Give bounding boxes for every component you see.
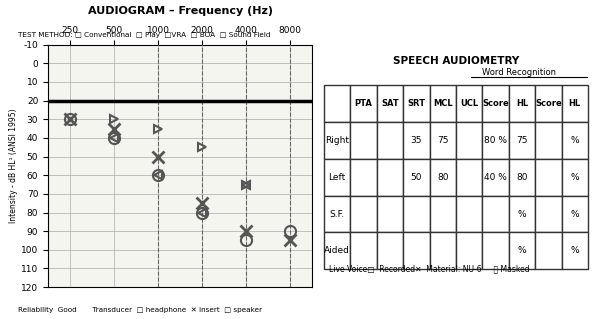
Text: Live Voice□  Recorded✕  Material: NU-6     Ⓢ Masked: Live Voice□ Recorded✕ Material: NU-6 Ⓢ M… <box>329 265 530 274</box>
Text: Word Recognition: Word Recognition <box>482 69 556 78</box>
Text: Reliability  Good       Transducer  □ headphone  ✕ insert  □ speaker: Reliability Good Transducer □ headphone … <box>18 307 262 313</box>
Text: AUDIOGRAM – Frequency (Hz): AUDIOGRAM – Frequency (Hz) <box>88 6 272 16</box>
Text: SPEECH AUDIOMETRY: SPEECH AUDIOMETRY <box>393 56 519 66</box>
Y-axis label: Intensity - dB HL¹ (ANSI 1995): Intensity - dB HL¹ (ANSI 1995) <box>9 108 18 223</box>
Text: TEST METHOD: □ Conventional  □ Play  □VRA  □ BOA  □ Sound Field: TEST METHOD: □ Conventional □ Play □VRA … <box>18 32 271 38</box>
